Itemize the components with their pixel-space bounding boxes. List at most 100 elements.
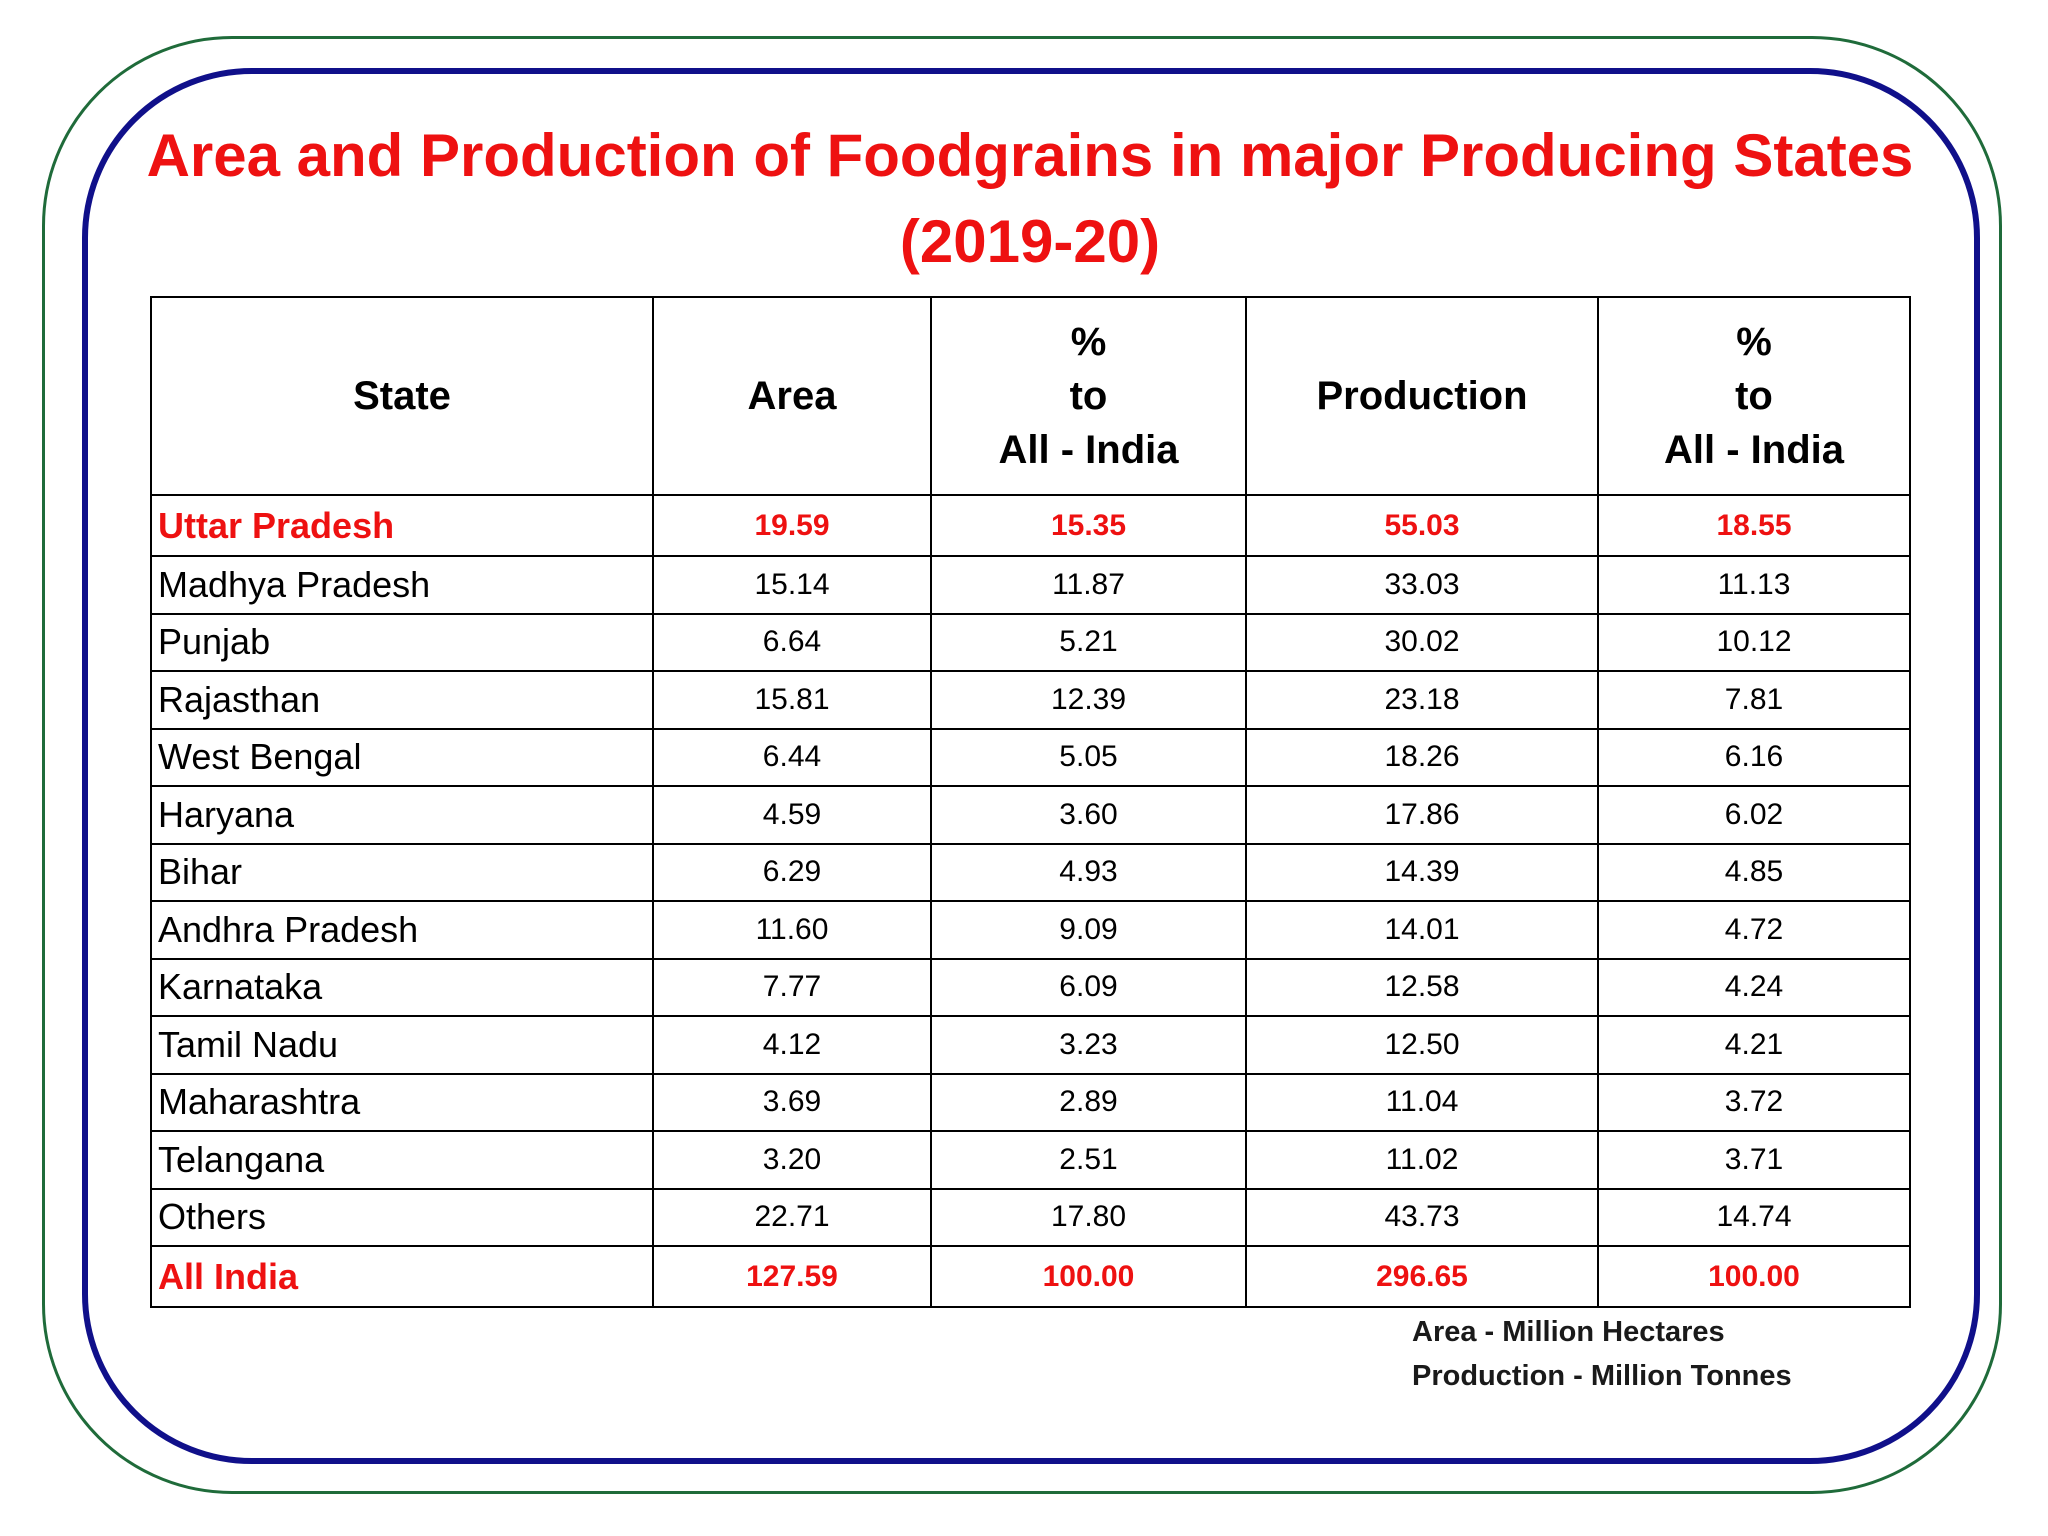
cell-pct-production: 18.55 [1597, 494, 1911, 557]
cell-state: Andhra Pradesh [150, 900, 654, 960]
outer-border-frame [42, 36, 2002, 1494]
units-note: Area - Million Hectares Production - Mil… [1412, 1310, 1792, 1398]
table-row: Karnataka 7.77 6.09 12.58 4.24 [150, 957, 1911, 1017]
header-pct-production-line2: to [1735, 374, 1773, 418]
cell-pct-production: 4.85 [1597, 842, 1911, 902]
header-pct-production: % to All - India [1597, 296, 1911, 496]
inner-border-frame [82, 68, 1980, 1464]
cell-state: Rajasthan [150, 670, 654, 730]
cell-area: 15.14 [652, 555, 932, 615]
cell-state: Punjab [150, 612, 654, 672]
table-row: Telangana 3.20 2.51 11.02 3.71 [150, 1130, 1911, 1190]
production-unit-note: Production - Million Tonnes [1412, 1360, 1792, 1392]
cell-area: 15.81 [652, 670, 932, 730]
header-state: State [150, 296, 654, 496]
cell-production: 296.65 [1245, 1245, 1599, 1308]
cell-state: West Bengal [150, 727, 654, 787]
table-row: Rajasthan 15.81 12.39 23.18 7.81 [150, 670, 1911, 730]
cell-area: 7.77 [652, 957, 932, 1017]
cell-pct-area: 11.87 [930, 555, 1247, 615]
cell-state: Uttar Pradesh [150, 494, 654, 557]
cell-state: Maharashtra [150, 1072, 654, 1132]
cell-production: 14.39 [1245, 842, 1599, 902]
cell-pct-area: 4.93 [930, 842, 1247, 902]
page-subtitle-year: (2019-20) [899, 208, 1161, 275]
header-pct-area-line3: All - India [998, 428, 1179, 472]
cell-area: 4.59 [652, 785, 932, 845]
cell-pct-area: 3.23 [930, 1015, 1247, 1075]
cell-area: 127.59 [652, 1245, 932, 1308]
cell-area: 3.20 [652, 1130, 932, 1190]
cell-pct-area: 100.00 [930, 1245, 1247, 1308]
cell-production: 43.73 [1245, 1187, 1599, 1247]
cell-state: Haryana [150, 785, 654, 845]
cell-area: 22.71 [652, 1187, 932, 1247]
cell-pct-area: 15.35 [930, 494, 1247, 557]
header-area: Area [652, 296, 932, 496]
table-header-row: State Area % to All - India Production %… [150, 296, 1911, 496]
cell-production: 23.18 [1245, 670, 1599, 730]
header-pct-area-line1: % [1070, 320, 1107, 364]
header-pct-area-line2: to [1069, 374, 1108, 418]
cell-pct-production: 3.72 [1597, 1072, 1911, 1132]
cell-pct-area: 5.05 [930, 727, 1247, 787]
header-pct-production-line1: % [1736, 320, 1772, 364]
cell-pct-area: 9.09 [930, 900, 1247, 960]
cell-area: 6.29 [652, 842, 932, 902]
cell-area: 4.12 [652, 1015, 932, 1075]
table-row: Madhya Pradesh 15.14 11.87 33.03 11.13 [150, 555, 1911, 615]
cell-state: Bihar [150, 842, 654, 902]
cell-pct-area: 12.39 [930, 670, 1247, 730]
cell-area: 6.64 [652, 612, 932, 672]
cell-area: 6.44 [652, 727, 932, 787]
cell-pct-production: 4.72 [1597, 900, 1911, 960]
cell-state: All India [150, 1245, 654, 1308]
cell-production: 33.03 [1245, 555, 1599, 615]
table-row-uttar-pradesh: Uttar Pradesh 19.59 15.35 55.03 18.55 [150, 494, 1911, 557]
cell-pct-area: 2.89 [930, 1072, 1247, 1132]
cell-pct-production: 4.21 [1597, 1015, 1911, 1075]
cell-pct-production: 7.81 [1597, 670, 1911, 730]
cell-pct-production: 14.74 [1597, 1187, 1911, 1247]
table-row: Others 22.71 17.80 43.73 14.74 [150, 1187, 1911, 1247]
header-pct-area: % to All - India [930, 296, 1247, 496]
cell-production: 17.86 [1245, 785, 1599, 845]
cell-production: 55.03 [1245, 494, 1599, 557]
cell-area: 19.59 [652, 494, 932, 557]
table-row: Andhra Pradesh 11.60 9.09 14.01 4.72 [150, 900, 1911, 960]
cell-production: 11.04 [1245, 1072, 1599, 1132]
table-row: Bihar 6.29 4.93 14.39 4.85 [150, 842, 1911, 902]
header-pct-production-line3: All - India [1664, 428, 1844, 472]
cell-state: Madhya Pradesh [150, 555, 654, 615]
cell-state: Others [150, 1187, 654, 1247]
cell-pct-area: 5.21 [930, 612, 1247, 672]
table-row: Tamil Nadu 4.12 3.23 12.50 4.21 [150, 1015, 1911, 1075]
cell-pct-production: 11.13 [1597, 555, 1911, 615]
header-production: Production [1245, 296, 1599, 496]
cell-pct-area: 3.60 [930, 785, 1247, 845]
table-row-all-india-total: All India 127.59 100.00 296.65 100.00 [150, 1245, 1911, 1308]
table-row: West Bengal 6.44 5.05 18.26 6.16 [150, 727, 1911, 787]
cell-pct-production: 4.24 [1597, 957, 1911, 1017]
cell-pct-area: 2.51 [930, 1130, 1247, 1190]
foodgrains-table: State Area % to All - India Production %… [150, 296, 1911, 1308]
cell-state: Karnataka [150, 957, 654, 1017]
cell-area: 3.69 [652, 1072, 932, 1132]
cell-pct-production: 10.12 [1597, 612, 1911, 672]
page-title: Area and Production of Foodgrains in maj… [146, 122, 1914, 189]
cell-area: 11.60 [652, 900, 932, 960]
cell-state: Telangana [150, 1130, 654, 1190]
cell-production: 12.50 [1245, 1015, 1599, 1075]
cell-pct-production: 6.16 [1597, 727, 1911, 787]
cell-pct-area: 17.80 [930, 1187, 1247, 1247]
table-row: Maharashtra 3.69 2.89 11.04 3.72 [150, 1072, 1911, 1132]
cell-production: 12.58 [1245, 957, 1599, 1017]
cell-pct-production: 6.02 [1597, 785, 1911, 845]
cell-production: 11.02 [1245, 1130, 1599, 1190]
cell-pct-production: 100.00 [1597, 1245, 1911, 1308]
cell-state: Tamil Nadu [150, 1015, 654, 1075]
table-row: Punjab 6.64 5.21 30.02 10.12 [150, 612, 1911, 672]
cell-pct-production: 3.71 [1597, 1130, 1911, 1190]
cell-production: 14.01 [1245, 900, 1599, 960]
cell-production: 18.26 [1245, 727, 1599, 787]
